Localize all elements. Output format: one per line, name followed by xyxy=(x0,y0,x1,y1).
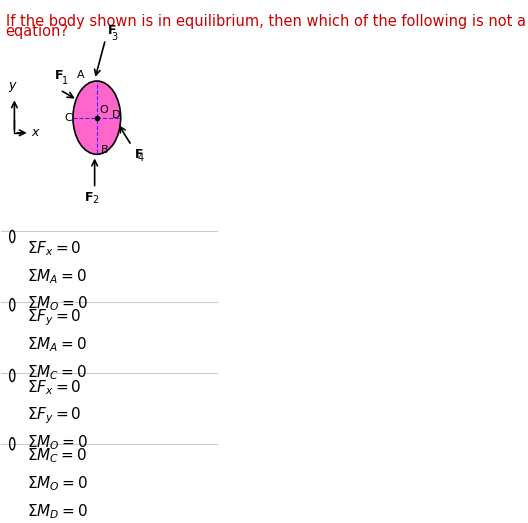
Text: $\Sigma M_D= 0$: $\Sigma M_D= 0$ xyxy=(27,502,88,520)
Text: 2: 2 xyxy=(92,195,99,205)
Text: $\Sigma M_O= 0$: $\Sigma M_O= 0$ xyxy=(27,474,88,493)
Text: $\Sigma M_A= 0$: $\Sigma M_A= 0$ xyxy=(27,267,87,286)
Text: D: D xyxy=(112,110,120,120)
Text: F: F xyxy=(108,24,116,37)
Text: B: B xyxy=(101,145,108,155)
Text: $\Sigma M_O= 0$: $\Sigma M_O= 0$ xyxy=(27,294,88,313)
Text: $\Sigma F_y= 0$: $\Sigma F_y= 0$ xyxy=(27,406,82,426)
Text: 4: 4 xyxy=(138,153,144,163)
Text: $\Sigma M_A= 0$: $\Sigma M_A= 0$ xyxy=(27,335,87,354)
Text: x: x xyxy=(32,127,39,139)
Text: O: O xyxy=(99,105,108,115)
Text: F: F xyxy=(85,191,93,204)
Text: A: A xyxy=(77,70,84,79)
Text: F: F xyxy=(135,148,143,161)
Text: C: C xyxy=(64,112,72,123)
Text: $\Sigma F_x= 0$: $\Sigma F_x= 0$ xyxy=(27,239,82,258)
Text: $\Sigma M_C= 0$: $\Sigma M_C= 0$ xyxy=(27,363,88,382)
Text: If the body shown is in equilibrium, then which of the following is not a correc: If the body shown is in equilibrium, the… xyxy=(6,14,528,29)
Text: eqation?: eqation? xyxy=(6,24,69,39)
Text: $\Sigma M_O= 0$: $\Sigma M_O= 0$ xyxy=(27,434,88,452)
Text: $\Sigma F_y= 0$: $\Sigma F_y= 0$ xyxy=(27,307,82,328)
Text: 3: 3 xyxy=(111,32,117,42)
Text: $\Sigma M_C= 0$: $\Sigma M_C= 0$ xyxy=(27,446,88,465)
Text: $\Sigma F_x= 0$: $\Sigma F_x= 0$ xyxy=(27,378,82,397)
Text: 1: 1 xyxy=(62,76,68,86)
Text: F: F xyxy=(54,69,63,82)
Ellipse shape xyxy=(73,81,121,154)
Text: y: y xyxy=(8,79,16,93)
